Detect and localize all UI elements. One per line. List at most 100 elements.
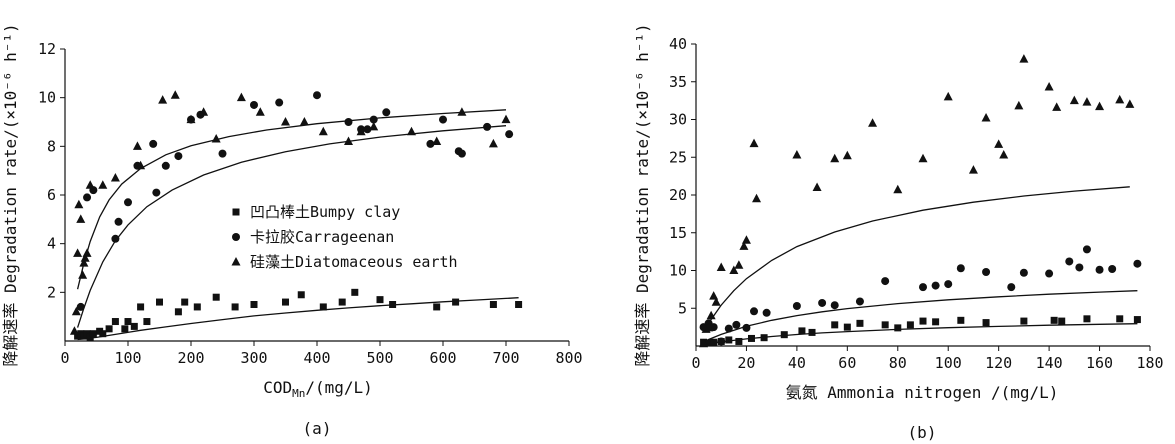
panel-b-point-square bbox=[1116, 315, 1124, 323]
panel-b: 0 20 40 60 80 100 120 140 160 180510152025303540 … bbox=[633, 23, 1164, 442]
panel-b-point-triangle bbox=[868, 118, 878, 127]
panel-b-y-tick-label: 35 bbox=[669, 73, 687, 91]
panel-b-point-triangle bbox=[792, 149, 802, 159]
panel-b-x-tick-label: 160 bbox=[1086, 354, 1113, 372]
panel-a-point-circle bbox=[439, 115, 447, 124]
legend-label-circle: 卡拉胶Carrageenan bbox=[250, 228, 394, 246]
panel-a: 0 100 200 300 400 500 600 700 800 2 4 6 8 10 12 凹凸棒土Bu… bbox=[1, 23, 583, 438]
panel-b-y-tick-label: 5 bbox=[678, 299, 687, 317]
panel-a-point-square bbox=[282, 298, 289, 306]
panel-b-point-circle bbox=[717, 337, 726, 346]
legend: 凹凸棒土Bumpy clay 卡拉胶Carrageenan 硅藻土Diatomace… bbox=[231, 203, 458, 271]
panel-b-point-triangle bbox=[729, 265, 739, 274]
panel-b-point-square bbox=[982, 319, 990, 327]
panel-a-point-square bbox=[515, 301, 523, 308]
panel-b-point-square bbox=[780, 331, 788, 339]
panel-b-point-circle bbox=[1045, 269, 1054, 278]
panel-a-point-triangle bbox=[82, 248, 92, 257]
panel-a-y-tick-label: 2 bbox=[47, 283, 56, 301]
panel-a-point-triangle bbox=[432, 136, 442, 145]
panel-a-point-square bbox=[124, 318, 132, 326]
panel-b-point-circle bbox=[1065, 257, 1074, 266]
panel-a-point-triangle bbox=[407, 126, 416, 136]
panel-a-x-tick-label: 500 bbox=[366, 349, 393, 367]
legend-marker-circle bbox=[232, 233, 240, 241]
panel-b-point-square bbox=[725, 336, 733, 344]
panel-b-point-triangle bbox=[1095, 101, 1105, 111]
panel-b-point-triangle bbox=[968, 165, 978, 174]
panel-a-point-triangle bbox=[211, 134, 221, 143]
panel-a-point-circle bbox=[426, 139, 435, 148]
panel-b-point-circle bbox=[818, 298, 827, 307]
panel-b-label: (b) bbox=[908, 423, 937, 442]
panel-a-point-circle bbox=[111, 234, 120, 243]
panel-a-point-circle bbox=[363, 125, 372, 134]
panel-b-point-triangle bbox=[1125, 99, 1135, 108]
panel-b-point-circle bbox=[1019, 268, 1028, 277]
panel-b-y-tick-label: 40 bbox=[669, 35, 687, 53]
panel-a-point-square bbox=[111, 318, 119, 326]
panel-a-point-circle bbox=[275, 98, 284, 107]
panel-b-x-tick-label: 0 bbox=[691, 354, 700, 372]
panel-a-fit-curve-triangle bbox=[76, 109, 507, 290]
panel-a-point-square bbox=[489, 301, 497, 308]
panel-b-point-circle bbox=[1075, 263, 1084, 272]
panel-a-y-tick-label: 6 bbox=[47, 186, 56, 204]
panel-a-point-square bbox=[376, 296, 384, 304]
panel-b-point-triangle bbox=[893, 184, 903, 194]
panel-a-point-square bbox=[86, 333, 94, 341]
panel-b-point-triangle bbox=[734, 260, 744, 269]
panel-a-point-triangle bbox=[457, 107, 467, 116]
panel-a-point-square bbox=[338, 298, 346, 306]
panel-b-x-tick-label: 80 bbox=[889, 354, 907, 372]
panel-b-point-square bbox=[932, 318, 940, 326]
panel-b-point-triangle bbox=[1052, 102, 1062, 111]
panel-b-point-square bbox=[808, 328, 816, 336]
panel-b-point-circle bbox=[1133, 259, 1142, 268]
panel-a-x-tick-label: 200 bbox=[177, 349, 204, 367]
panel-b-point-circle bbox=[750, 307, 759, 316]
panel-b-point-triangle bbox=[709, 291, 719, 300]
panel-b-point-triangle bbox=[711, 297, 721, 306]
panel-a-point-square bbox=[452, 298, 460, 306]
panel-a-point-triangle bbox=[170, 90, 180, 99]
panel-a-point-square bbox=[297, 291, 305, 299]
panel-a-x-axis-title-main: COD bbox=[263, 378, 292, 397]
panel-a-point-triangle bbox=[132, 141, 142, 150]
panel-b-point-triangle bbox=[749, 138, 759, 148]
panel-a-point-square bbox=[137, 303, 145, 311]
panel-a-x-tick-label: 400 bbox=[303, 349, 330, 367]
panel-a-point-triangle bbox=[501, 114, 511, 124]
panel-b-fit-curve-circle bbox=[703, 290, 1138, 343]
panel-b-point-square bbox=[957, 316, 965, 324]
panel-b-point-triangle bbox=[699, 338, 709, 348]
panel-b-point-circle bbox=[742, 323, 751, 332]
panel-a-point-square bbox=[433, 303, 441, 311]
panel-b-point-circle bbox=[1082, 245, 1091, 254]
panel-b-point-square bbox=[760, 334, 768, 342]
panel-b-point-triangle bbox=[812, 182, 822, 191]
panel-a-point-square bbox=[143, 318, 151, 326]
panel-a-point-square bbox=[212, 293, 220, 301]
panel-b-x-tick-label: 140 bbox=[1036, 354, 1063, 372]
panel-a-point-triangle bbox=[74, 199, 84, 209]
panel-a-point-square bbox=[231, 303, 239, 311]
panel-b-y-tick-label: 30 bbox=[669, 111, 687, 129]
panel-b-y-tick-label: 20 bbox=[669, 186, 687, 204]
panel-a-point-triangle bbox=[255, 107, 265, 116]
panel-a-point-circle bbox=[505, 130, 514, 139]
panel-b-point-triangle bbox=[994, 139, 1004, 148]
panel-b-points bbox=[699, 54, 1142, 348]
panel-b-x-tick-label: 120 bbox=[985, 354, 1012, 372]
panel-b-point-square bbox=[798, 327, 806, 335]
panel-a-point-triangle bbox=[136, 160, 146, 170]
panel-b-point-circle bbox=[956, 264, 965, 273]
panel-b-point-circle bbox=[881, 277, 890, 286]
panel-a-point-circle bbox=[483, 122, 492, 131]
panel-a-point-circle bbox=[124, 198, 132, 207]
panel-b-point-square bbox=[1058, 317, 1066, 325]
panel-a-point-circle bbox=[114, 217, 123, 226]
panel-a-label: (a) bbox=[303, 419, 332, 438]
panel-a-x-tick-label: 100 bbox=[114, 349, 141, 367]
panel-b-point-triangle bbox=[1115, 94, 1125, 104]
